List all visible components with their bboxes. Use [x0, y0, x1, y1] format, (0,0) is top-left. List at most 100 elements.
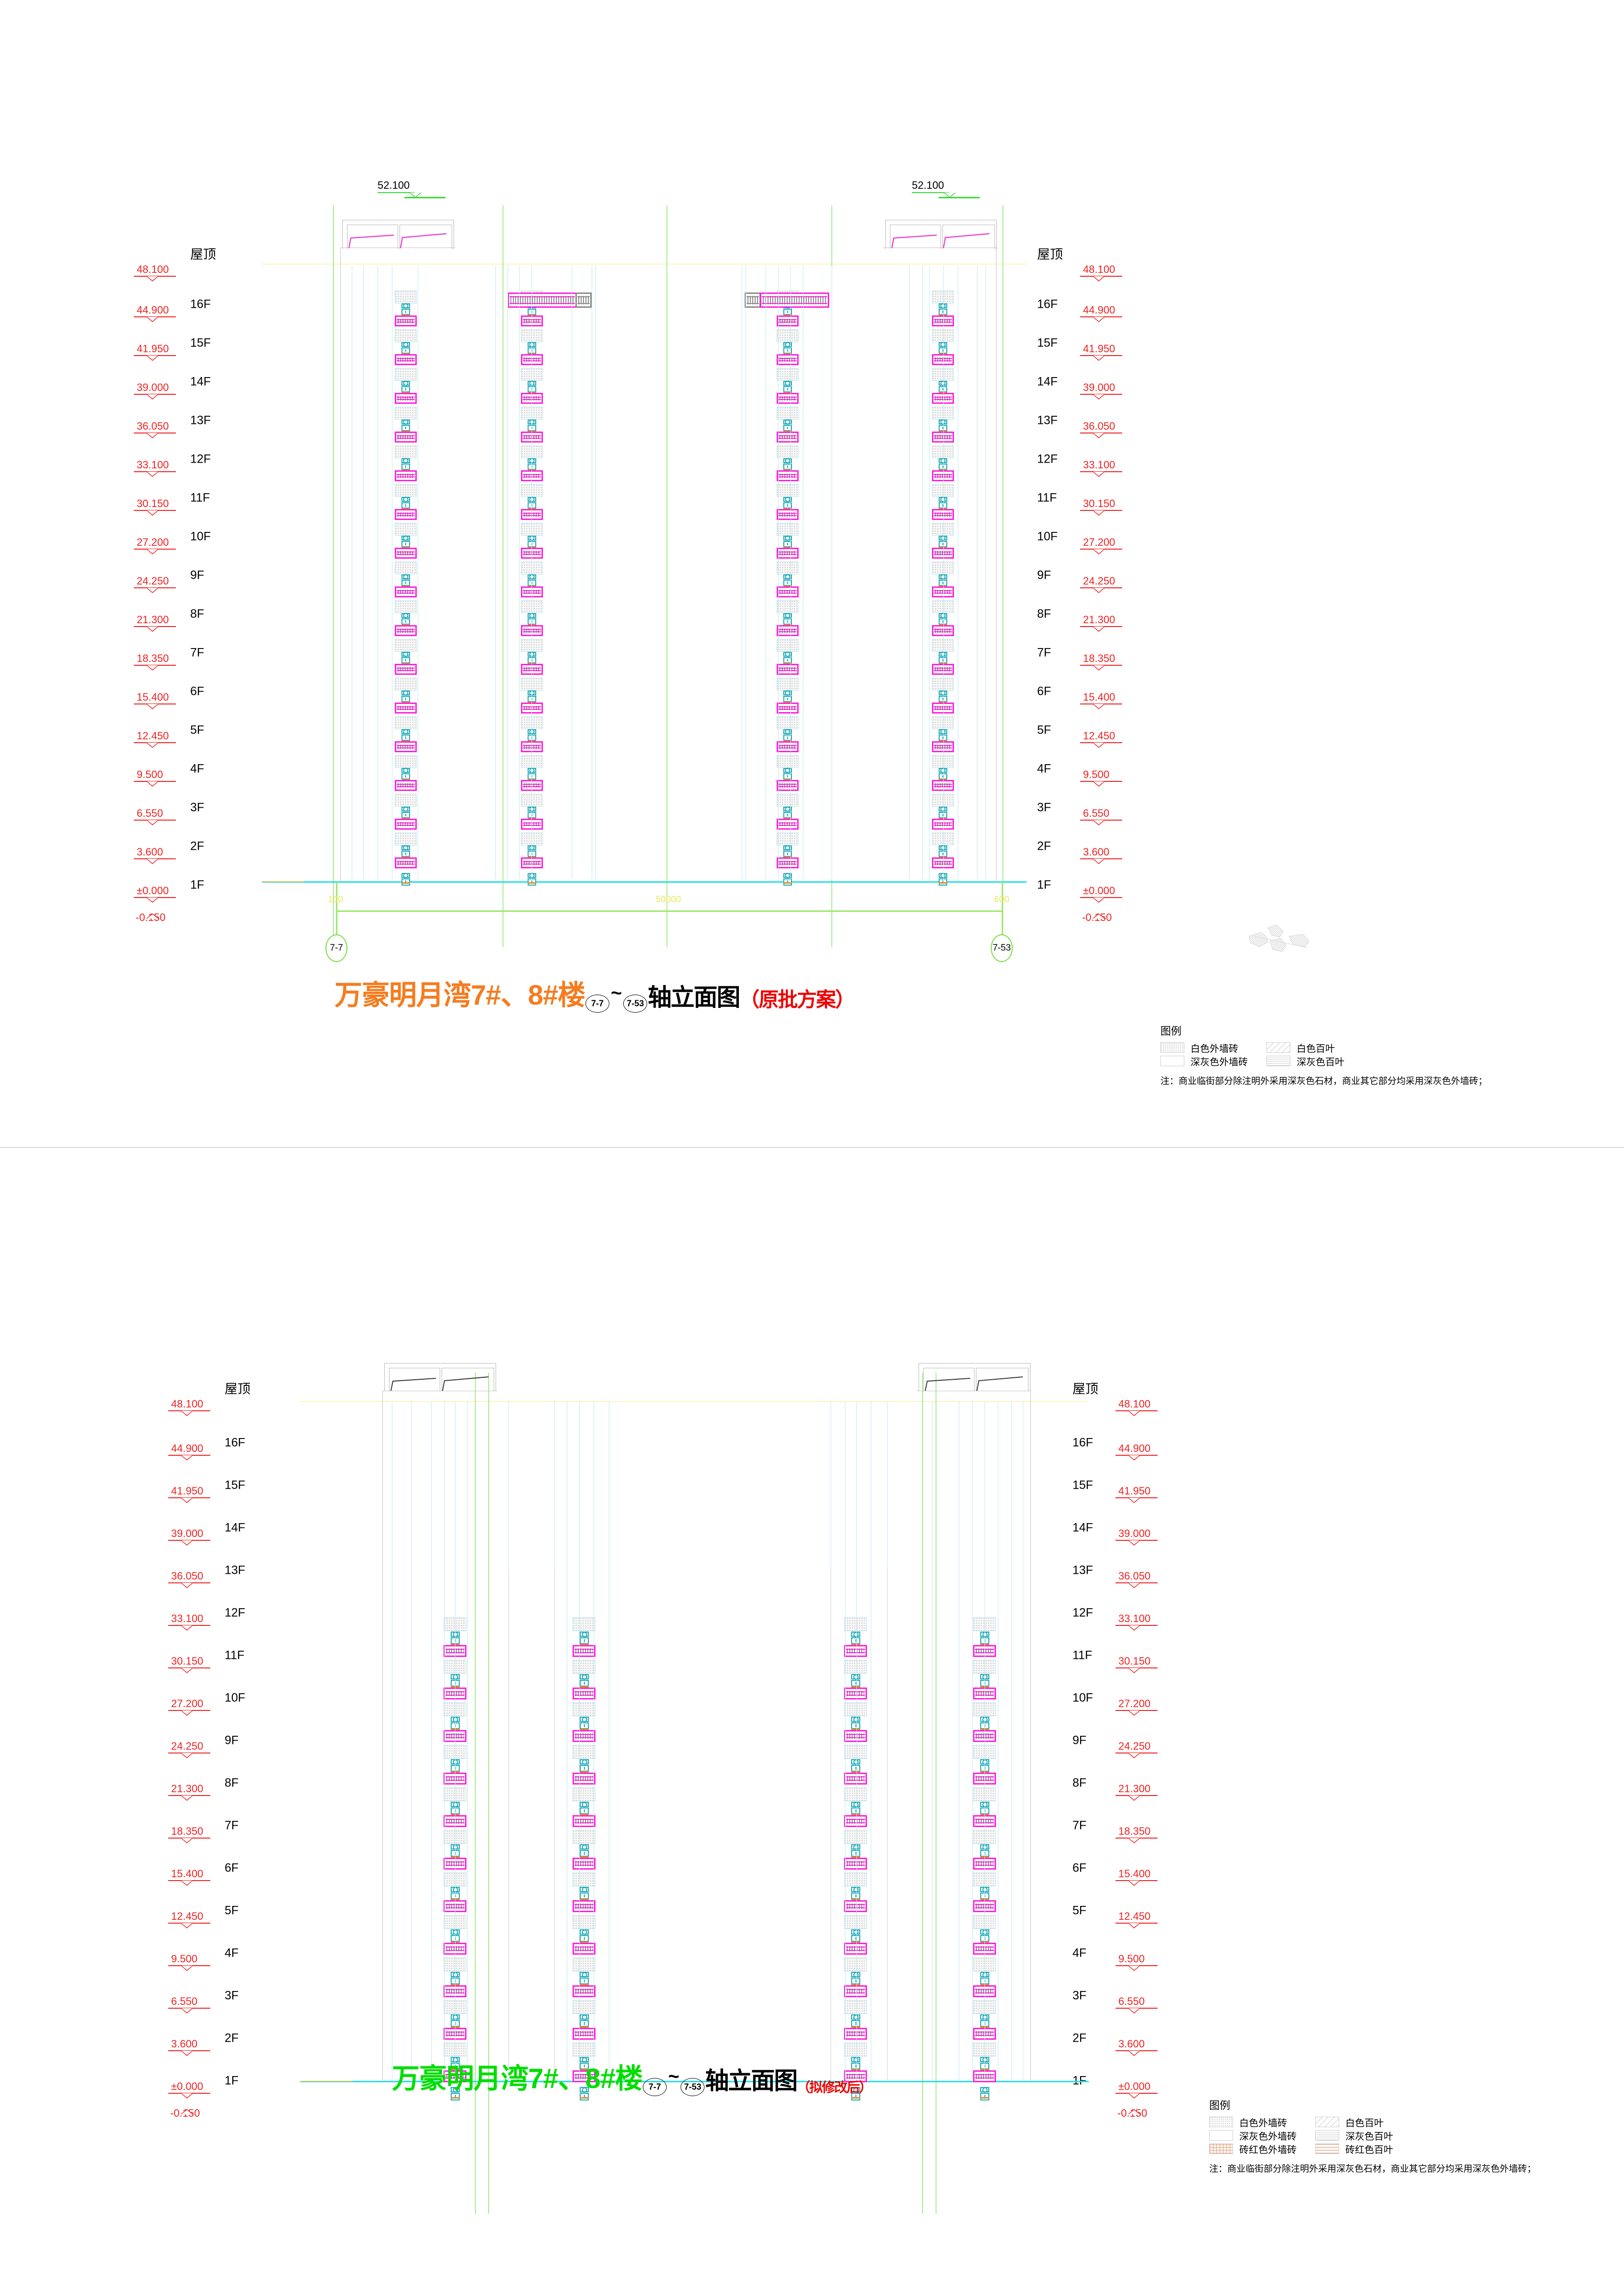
elevation-value: 44.900	[171, 1442, 204, 1454]
balcony-railing	[932, 393, 954, 404]
window	[401, 878, 410, 886]
railing-top-bar	[934, 435, 952, 436]
elevation-marker: ±0.000	[168, 2080, 210, 2099]
ac-louver-unit	[939, 768, 947, 773]
railing-top-bar	[747, 296, 759, 297]
elevation-marker: 12.450	[1080, 730, 1122, 748]
railing-bars	[398, 822, 414, 826]
elevation-marker: 24.250	[1080, 575, 1122, 593]
elevation-marker: 44.900	[168, 1442, 210, 1461]
brick-red-brick-swatch	[1209, 2143, 1233, 2154]
legend-title: 图例	[1160, 1025, 1182, 1037]
ac-louver-unit	[580, 1717, 589, 1722]
window	[783, 851, 792, 857]
elevation-triangle-icon	[146, 433, 159, 438]
window-sill	[401, 585, 410, 587]
elevation-value: ±0.000	[1118, 2080, 1151, 2092]
window-sill	[783, 353, 792, 355]
balcony-railing	[395, 315, 417, 326]
wall-panel	[932, 600, 954, 613]
window-mullion	[405, 736, 407, 739]
window-sill	[939, 702, 947, 703]
window-mullion	[942, 775, 944, 778]
railing-bars	[847, 2031, 864, 2036]
wall-panel	[932, 639, 954, 652]
wall-panel	[573, 1660, 595, 1674]
railing-bars	[575, 1776, 593, 1781]
elevation-marker: 36.050	[168, 1570, 210, 1588]
railing-bars	[935, 357, 951, 362]
elevation-value: 3.600	[137, 846, 163, 858]
window-sill	[939, 314, 947, 316]
wall-panel	[844, 1745, 867, 1759]
elevation-marker: 15.400	[1080, 691, 1122, 709]
balcony-railing	[844, 2028, 867, 2040]
elevation-triangle-icon	[1128, 1881, 1140, 1886]
railing-bottom-bar	[779, 864, 797, 865]
railing-top-bar	[397, 435, 415, 436]
railing-bottom-bar	[934, 709, 952, 710]
ac-louver-unit	[401, 342, 410, 347]
legend-rows: 白色外墙砖 白色百叶 深灰色外墙砖 深灰色百叶 砖红色外墙砖 砖红色百叶	[1209, 2116, 1536, 2155]
window-mullion	[531, 880, 533, 884]
elevation-value: 44.900	[1083, 304, 1115, 316]
elevation-triangle-icon	[1128, 1625, 1140, 1631]
elevation-triangle-icon	[1093, 898, 1105, 903]
ac-louver-unit	[783, 574, 792, 579]
railing-bottom-bar	[397, 399, 415, 400]
railing-top-bar	[397, 784, 415, 785]
railing-top-bar	[846, 1861, 865, 1862]
railing-bars	[524, 474, 540, 478]
window	[580, 1850, 589, 1857]
railing-bars	[935, 822, 951, 826]
ground-line-left-stub	[300, 2081, 353, 2082]
elevation-bar	[912, 192, 949, 193]
elevation-value: 24.250	[1083, 575, 1115, 587]
elevation-value: 24.250	[1118, 1740, 1151, 1752]
ac-louver-unit	[939, 845, 947, 850]
facade-detail-line	[467, 1401, 468, 2080]
elevation-base-bar	[939, 197, 980, 198]
railing-top-bar	[779, 474, 797, 475]
railing-top-bar	[779, 745, 797, 746]
railing-top-bar	[934, 861, 952, 862]
elevation-value: 21.300	[1118, 1783, 1151, 1795]
window-mullion	[942, 311, 944, 313]
window-sill	[528, 663, 536, 664]
railing-bottom-bar	[779, 786, 797, 787]
railing-bars	[510, 296, 574, 304]
wall-panel	[777, 755, 799, 768]
wall-panel	[521, 445, 543, 458]
level-name-left: 8F	[225, 1776, 239, 1790]
railing-bottom-bar	[523, 476, 541, 477]
window-mullion	[531, 349, 533, 352]
legend-label: 深灰色百叶	[1345, 2131, 1393, 2142]
balcony-railing	[777, 586, 799, 597]
railing-top-bar	[934, 629, 952, 630]
railing-top-bar	[934, 397, 952, 398]
railing-bars	[935, 783, 951, 788]
balcony-railing	[395, 586, 417, 597]
elevation-marker: 21.300	[168, 1783, 210, 1801]
railing-top-bar	[523, 668, 541, 669]
legend-label: 深灰色外墙砖	[1191, 1057, 1248, 1068]
legend-label: 白色外墙砖	[1191, 1043, 1238, 1054]
elevation-value: 18.350	[171, 1825, 204, 1837]
wall-panel	[573, 1830, 595, 1844]
railing-bottom-bar	[779, 825, 797, 826]
elevation-value: 30.150	[137, 498, 169, 509]
elevation-triangle-icon	[1128, 1668, 1140, 1673]
balcony-railing	[932, 664, 954, 675]
railing-bottom-bar	[523, 825, 541, 826]
elevation-value: 33.100	[171, 1612, 204, 1624]
railing-top-bar	[397, 706, 415, 707]
window-mullion	[942, 620, 944, 623]
level-name-left: 13F	[225, 1563, 246, 1577]
elevation-value: 30.150	[1118, 1655, 1151, 1667]
railing-top-bar	[509, 296, 575, 297]
ac-louver-unit	[851, 1717, 860, 1722]
level-name-right: 14F	[1037, 375, 1058, 389]
window-sill	[851, 1941, 860, 1943]
balcony-railing	[777, 741, 799, 752]
railing-bars	[398, 745, 414, 749]
